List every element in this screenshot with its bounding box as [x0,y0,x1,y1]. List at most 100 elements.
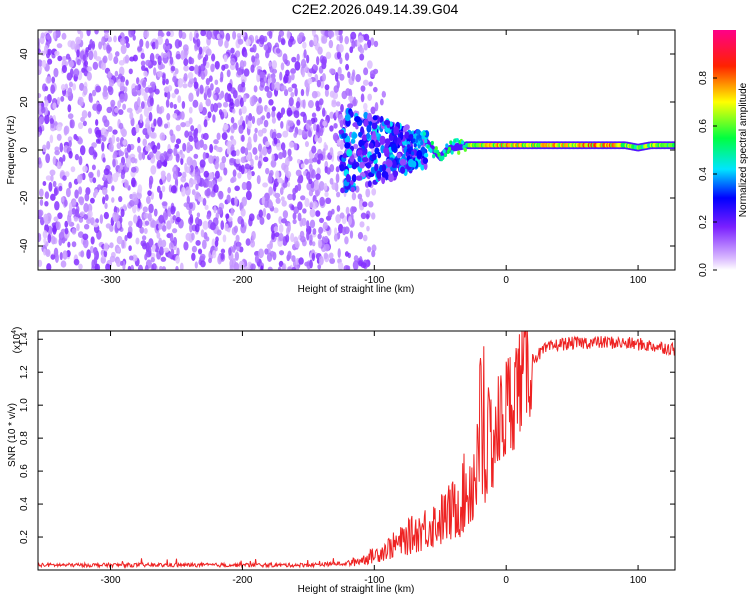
noise-speckle [172,113,178,119]
noise-speckle [105,223,112,229]
noise-speckle [305,123,310,130]
spectrogram-xtick-label: -300 [101,275,121,286]
noise-speckle [283,88,289,97]
noise-speckle [78,96,84,107]
noise-speckle [157,240,163,248]
noise-speckle [174,68,179,75]
noise-speckle [321,56,327,66]
noise-speckle [107,126,113,132]
noise-speckle [306,54,310,64]
noise-speckle [115,172,120,178]
noise-speckle [82,238,89,249]
noise-speckle [172,215,177,221]
spectrogram-ytick-label: 40 [19,48,30,60]
noise-speckle [327,30,334,38]
noise-speckle [332,132,339,142]
noise-speckle [312,157,318,163]
noise-speckle [262,207,267,218]
noise-speckle [214,245,218,252]
noise-speckle [357,35,364,43]
noise-speckle [329,147,334,156]
noise-speckle [118,195,123,203]
noise-speckle [104,194,109,202]
noise-speckle [114,70,119,77]
noise-speckle [242,94,247,103]
noise-speckle [47,58,53,65]
noise-speckle [267,266,273,270]
noise-speckle [208,155,214,164]
noise-speckle [76,174,83,184]
signal-point [432,153,436,159]
spectrogram-xtick-label: -200 [232,275,252,286]
noise-speckle [38,232,42,238]
noise-speckle [182,83,188,89]
noise-speckle [166,113,171,121]
noise-speckle [203,178,210,188]
noise-speckle [48,181,53,192]
noise-speckle [239,97,244,108]
noise-speckle [240,208,246,217]
noise-speckle [292,212,297,220]
noise-speckle [283,73,289,84]
noise-speckle [180,121,186,128]
noise-speckle [274,81,281,91]
noise-speckle [83,223,90,230]
noise-speckle [334,30,339,37]
snr-panel: -300 -200 -100 0 100 0.2 0.4 0.6 0.8 1.0 1.2 1.4 He… [7,327,676,595]
noise-speckle [271,110,276,119]
transition-speckle [386,159,393,168]
noise-speckle [119,81,125,92]
noise-speckle [163,151,168,157]
noise-speckle [185,166,191,174]
noise-speckle [151,132,157,139]
noise-speckle [311,145,317,154]
noise-speckle [271,153,275,162]
signal-point [416,135,420,140]
noise-speckle [137,145,142,153]
noise-speckle [145,59,152,67]
noise-speckle [104,202,108,209]
noise-speckle [51,76,56,84]
noise-speckle [235,234,240,243]
noise-speckle [370,106,376,115]
snr-xtick-label: -200 [232,575,252,586]
noise-speckle [138,151,143,161]
noise-speckle [250,263,256,270]
noise-speckle [145,117,151,125]
noise-speckle [308,163,313,171]
noise-speckle [83,60,89,67]
noise-speckle [291,192,296,201]
noise-speckle [270,159,277,168]
noise-speckle [226,140,233,148]
noise-speckle [183,241,189,251]
noise-speckle [266,111,271,119]
transition-speckle [383,119,391,126]
noise-speckle [347,71,351,79]
transition-speckle [355,175,363,181]
noise-speckle [130,166,137,173]
noise-speckle [56,43,63,49]
noise-speckle [56,96,61,106]
noise-speckle [250,239,256,248]
noise-speckle [280,85,287,91]
noise-speckle [291,56,297,63]
transition-speckle [352,132,358,139]
noise-speckle [143,107,150,117]
noise-speckle [347,95,354,102]
noise-speckle [241,105,247,114]
noise-speckle [308,68,315,74]
noise-speckle [50,193,56,201]
noise-speckle [335,101,341,107]
noise-speckle [165,38,169,47]
noise-speckle [107,36,113,43]
noise-speckle [157,35,163,45]
noise-speckle [258,97,262,104]
noise-speckle [101,141,105,152]
noise-speckle [296,53,300,62]
noise-speckle [258,105,264,113]
noise-speckle [321,35,328,44]
noise-speckle [318,226,324,235]
noise-speckle [333,122,338,129]
noise-speckle [143,91,148,102]
noise-speckle [68,150,73,159]
